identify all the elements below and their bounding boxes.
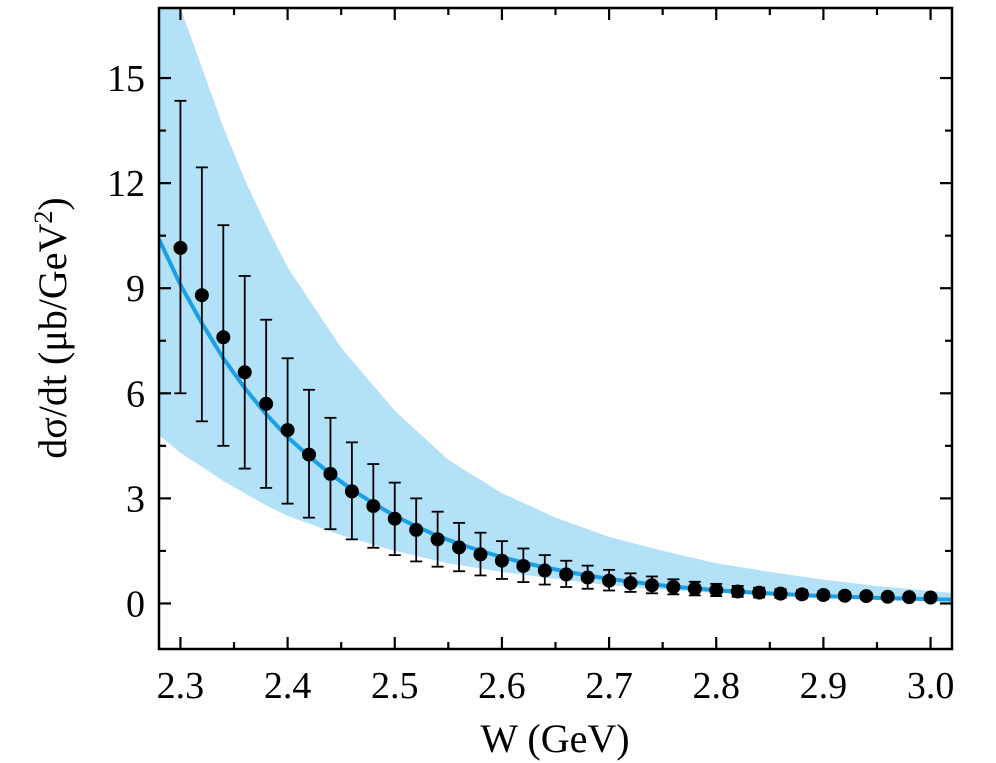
x-tick-label: 2.9 (800, 665, 848, 707)
y-axis-title-main: dσ/dt (μb/GeV (30, 223, 75, 458)
data-point (709, 583, 724, 598)
x-tick-label: 2.4 (264, 665, 312, 707)
y-axis-title-close: ) (30, 197, 75, 210)
y-tick-label: 15 (107, 58, 145, 100)
data-point (430, 532, 445, 547)
data-point (302, 447, 317, 462)
data-point (344, 484, 359, 499)
data-point (323, 466, 338, 481)
y-tick-label: 6 (126, 373, 145, 415)
data-point (173, 240, 188, 255)
data-point (794, 587, 809, 602)
data-point (237, 365, 252, 380)
data-point (687, 581, 702, 596)
x-tick-label: 2.7 (585, 665, 633, 707)
data-point (837, 588, 852, 603)
data-point (194, 288, 209, 303)
data-point (537, 563, 552, 578)
data-point (644, 578, 659, 593)
data-point (773, 586, 788, 601)
data-point (602, 573, 617, 588)
data-point (559, 567, 574, 582)
data-point (409, 522, 424, 537)
x-tick-labels: 2.3 2.4 2.5 2.6 2.7 2.8 2.9 3.0 (157, 665, 955, 707)
x-tick-label: 2.5 (371, 665, 419, 707)
data-point (730, 584, 745, 599)
data-point (923, 590, 938, 605)
data-point (666, 580, 681, 595)
y-tick-label: 3 (126, 478, 145, 520)
y-tick-labels: 0 3 6 9 12 15 (107, 58, 145, 625)
data-point (366, 499, 381, 514)
data-point (880, 589, 895, 604)
uncertainty-band (159, 8, 952, 600)
data-point (216, 330, 231, 345)
x-axis-title: W (GeV) (480, 716, 629, 761)
data-point (902, 590, 917, 605)
data-point (259, 396, 274, 411)
x-tick-label: 3.0 (907, 665, 955, 707)
data-points (173, 240, 938, 605)
data-point (452, 540, 467, 555)
data-point (473, 547, 488, 562)
data-point (859, 589, 874, 604)
data-point (280, 423, 295, 438)
data-point (623, 576, 638, 591)
y-tick-label: 12 (107, 163, 145, 205)
plot-area (159, 8, 952, 605)
data-point (752, 585, 767, 600)
data-point (516, 558, 531, 573)
y-axis-title-superscript: 2 (29, 211, 58, 224)
x-tick-label: 2.8 (692, 665, 740, 707)
data-point (387, 511, 402, 526)
axis-ticks (159, 8, 952, 649)
x-tick-label: 2.3 (157, 665, 205, 707)
y-axis-title: dσ/dt (μb/GeV2) (29, 197, 75, 459)
x-tick-label: 2.6 (478, 665, 526, 707)
data-point (494, 553, 509, 568)
y-tick-label: 9 (126, 268, 145, 310)
data-point (580, 570, 595, 585)
data-point (816, 588, 831, 603)
y-tick-label: 0 (126, 583, 145, 625)
